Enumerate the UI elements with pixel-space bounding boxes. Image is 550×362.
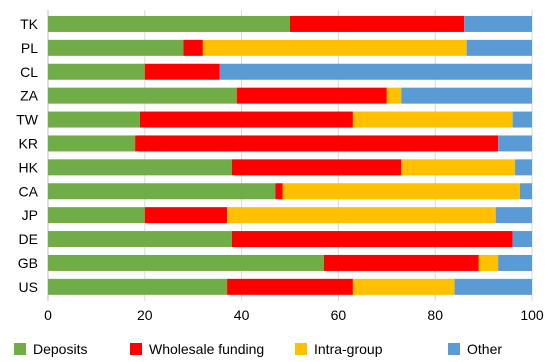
bar-jp-deposits — [48, 207, 145, 224]
bar-pl-wholesale-funding — [183, 39, 203, 56]
x-tick-label-100: 100 — [520, 307, 544, 323]
bar-gb-wholesale-funding — [323, 254, 479, 271]
x-tick-label-80: 80 — [427, 307, 443, 323]
bar-de-wholesale-funding — [231, 231, 513, 248]
legend-label: Wholesale funding — [149, 341, 264, 357]
bar-tk-deposits — [48, 15, 290, 32]
bar-jp-intra-group — [227, 207, 496, 224]
bar-cl-wholesale-funding — [144, 63, 220, 80]
bar-ca-other — [519, 183, 532, 200]
x-tick-label-0: 0 — [44, 307, 52, 323]
category-label-tk: TK — [20, 16, 39, 32]
category-label-cl: CL — [20, 64, 38, 80]
bar-hk-wholesale-funding — [231, 159, 402, 176]
bar-hk-other — [515, 159, 532, 176]
legend-item-deposits: Deposits — [14, 341, 87, 357]
bar-kr-other — [498, 135, 532, 152]
bar-cl-deposits — [48, 63, 145, 80]
category-label-de: DE — [19, 231, 38, 247]
bar-gb-other — [498, 254, 532, 271]
grid-layer — [47, 10, 533, 301]
category-label-tw: TW — [16, 112, 39, 128]
bar-za-deposits — [48, 87, 237, 104]
bar-ca-deposits — [48, 183, 276, 200]
bar-tw-deposits — [48, 111, 140, 128]
legend-swatch — [295, 343, 307, 355]
category-label-za: ZA — [20, 88, 39, 104]
legend-swatch — [14, 343, 26, 355]
bar-hk-deposits — [48, 159, 232, 176]
legend-label: Deposits — [33, 341, 87, 357]
legend-swatch — [130, 343, 142, 355]
legend-item-other: Other — [448, 341, 502, 357]
x-axis-tick-labels: 0 20 40 60 80 100 — [44, 307, 544, 323]
bar-kr-wholesale-funding — [135, 135, 499, 152]
x-tick-label-40: 40 — [234, 307, 250, 323]
bar-tk-other — [464, 15, 532, 32]
bar-de-other — [512, 231, 532, 248]
legend-label: Other — [467, 341, 502, 357]
bar-pl-other — [466, 39, 532, 56]
bar-za-intra-group — [386, 87, 402, 104]
legend-label: Intra-group — [314, 341, 383, 357]
legend-item-intra-group: Intra-group — [295, 341, 383, 357]
bar-tw-intra-group — [352, 111, 513, 128]
x-tick-label-20: 20 — [137, 307, 153, 323]
category-label-ca: CA — [19, 183, 39, 199]
bar-jp-wholesale-funding — [144, 207, 228, 224]
category-label-pl: PL — [21, 40, 38, 56]
legend-item-wholesale-funding: Wholesale funding — [130, 341, 264, 357]
bar-ca-wholesale-funding — [275, 183, 283, 200]
bar-tw-wholesale-funding — [139, 111, 353, 128]
bar-za-wholesale-funding — [236, 87, 387, 104]
bar-pl-intra-group — [202, 39, 467, 56]
bar-us-deposits — [48, 278, 228, 295]
bar-hk-intra-group — [401, 159, 516, 176]
bar-cl-other — [219, 63, 532, 80]
bar-kr-deposits — [48, 135, 136, 152]
category-label-hk: HK — [19, 159, 39, 175]
legend: Deposits Wholesale funding Intra-group Othe… — [14, 341, 502, 357]
bar-gb-intra-group — [478, 254, 499, 271]
bar-tw-other — [512, 111, 532, 128]
category-label-jp: JP — [22, 207, 38, 223]
bar-za-other — [401, 87, 532, 104]
category-labels: TK PL CL ZA TW KR HK CA JP DE GB US — [16, 16, 39, 295]
bar-gb-deposits — [48, 254, 324, 271]
category-label-gb: GB — [18, 255, 38, 271]
legend-swatch — [448, 343, 460, 355]
bar-de-deposits — [48, 231, 232, 248]
category-label-kr: KR — [19, 135, 38, 151]
bar-ca-intra-group — [282, 183, 520, 200]
category-label-us: US — [19, 279, 38, 295]
bar-us-intra-group — [352, 278, 455, 295]
bar-tk-wholesale-funding — [290, 15, 465, 32]
bar-us-wholesale-funding — [227, 278, 353, 295]
bars-layer — [48, 15, 532, 295]
x-tick-label-60: 60 — [331, 307, 347, 323]
bar-jp-other — [495, 207, 532, 224]
bar-pl-deposits — [48, 39, 184, 56]
bar-us-other — [454, 278, 532, 295]
